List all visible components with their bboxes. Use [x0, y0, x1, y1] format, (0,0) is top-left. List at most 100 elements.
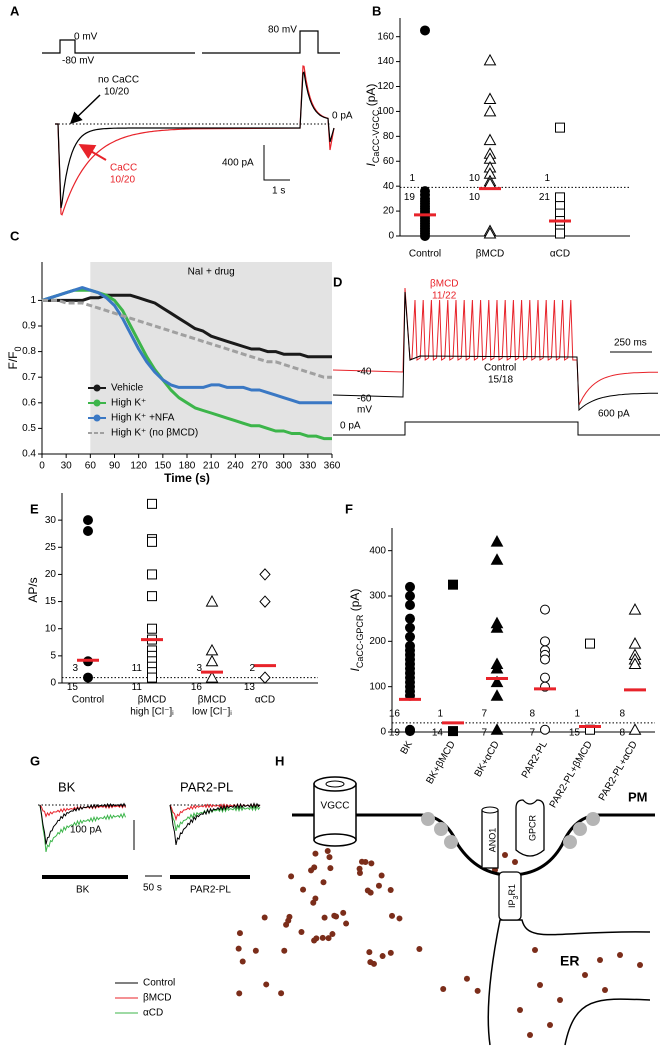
dot — [331, 912, 338, 919]
x-tick-label: BK+βMCD — [424, 739, 457, 786]
dot — [281, 947, 288, 954]
x-tick-label: αCD — [550, 249, 570, 260]
dot — [321, 914, 328, 921]
scale-label: 250 ms — [614, 338, 647, 349]
ano1-channel — [481, 806, 499, 869]
scale-label: 1 s — [272, 186, 285, 197]
data-point — [147, 569, 157, 580]
voltage-trace — [332, 287, 658, 406]
legend-label: High K⁺ (no βMCD) — [111, 428, 198, 439]
vm-label: mV — [357, 405, 372, 416]
y-tick-label: 0.4 — [22, 449, 36, 460]
bar-label: BK — [76, 885, 90, 896]
data-point — [405, 613, 415, 624]
x-tick-label: 60 — [85, 461, 97, 472]
y-tick-label: 25 — [45, 542, 57, 553]
data-point — [205, 671, 219, 683]
n-label: 10 — [469, 173, 481, 184]
current-trace — [55, 65, 335, 216]
data-point — [405, 622, 415, 633]
n-label: 10 — [469, 192, 481, 203]
current-trace — [55, 71, 335, 209]
y-tick-label: 0.5 — [22, 423, 36, 434]
dot — [617, 952, 623, 958]
legend-label: βMCD — [143, 993, 172, 1004]
scale-label: 400 pA — [222, 158, 254, 169]
n-label: 2 — [249, 663, 255, 674]
data-point — [628, 603, 642, 615]
dot — [298, 929, 305, 936]
dot — [343, 920, 350, 927]
annotation: 11/22 — [432, 291, 457, 302]
y-tick-label: 30 — [45, 515, 57, 526]
dot — [326, 854, 333, 861]
dot — [527, 1032, 533, 1038]
dot — [512, 859, 518, 865]
protein-label: GPCR — [527, 815, 537, 842]
label-part: IP — [507, 899, 517, 908]
data-point — [83, 515, 93, 526]
annotation: 10/20 — [110, 175, 135, 186]
dot — [288, 873, 295, 880]
annotation: 0 pA — [332, 111, 353, 122]
n-label: 1 — [409, 173, 415, 184]
dot — [236, 990, 243, 997]
data-point — [585, 638, 595, 649]
y-axis-label: ICaCC-GPCR (pA) — [348, 589, 365, 672]
dot — [389, 912, 396, 919]
panel-letter: D — [333, 274, 342, 289]
n-label: 3 — [72, 663, 78, 674]
dot — [502, 852, 508, 858]
label-part: (pA) — [348, 589, 362, 615]
annotation: βMCD — [430, 279, 459, 290]
protocol-label: 0 mV — [74, 32, 98, 43]
n-label: 7 — [481, 728, 487, 739]
legend-swatch — [93, 414, 101, 422]
scale-label: 100 pA — [70, 825, 102, 836]
dot — [340, 909, 347, 916]
panel-letter: G — [30, 753, 40, 768]
y-tick-label: 1 — [30, 295, 36, 306]
data-point — [405, 600, 415, 611]
label-part: F/F — [6, 352, 20, 370]
data-point — [483, 92, 497, 104]
scale-label: 50 s — [143, 883, 162, 894]
y-axis-label: F/F0 — [6, 346, 23, 369]
y-tick-label: 40 — [383, 181, 395, 192]
dot — [474, 987, 481, 994]
x-tick-label: Control — [72, 695, 104, 706]
data-line — [41, 286, 332, 405]
x-tick-label: PAR2-PL+βMCD — [548, 739, 595, 810]
data-point — [205, 654, 219, 667]
dot — [366, 949, 373, 956]
label-part: (pA) — [364, 84, 378, 110]
dot — [532, 947, 538, 953]
dot — [602, 987, 608, 993]
annotation: Control — [484, 363, 516, 374]
current-protocol — [333, 421, 660, 436]
data-point — [483, 104, 497, 117]
data-point — [540, 604, 550, 615]
n-label: 15 — [569, 728, 581, 739]
y-tick-label: 60 — [383, 156, 395, 167]
n-label: 8 — [619, 728, 625, 739]
dot — [356, 865, 363, 872]
data-point — [483, 133, 497, 146]
data-point — [83, 672, 93, 683]
legend-swatch — [93, 399, 101, 407]
data-point — [555, 228, 565, 239]
y-tick-label: 200 — [369, 636, 386, 647]
data-point — [540, 654, 550, 665]
dot — [416, 946, 423, 953]
protocol-label: -80 mV — [62, 56, 95, 67]
data-point — [147, 672, 157, 683]
y-axis-label: ICaCC-VGCC (pA) — [364, 84, 381, 167]
data-point — [259, 595, 271, 608]
membrane-label: PM — [628, 789, 648, 804]
arrow — [78, 143, 107, 161]
data-point — [420, 231, 430, 241]
data-point — [555, 192, 565, 203]
dot — [312, 850, 319, 857]
organelle-label: ER — [560, 953, 579, 969]
